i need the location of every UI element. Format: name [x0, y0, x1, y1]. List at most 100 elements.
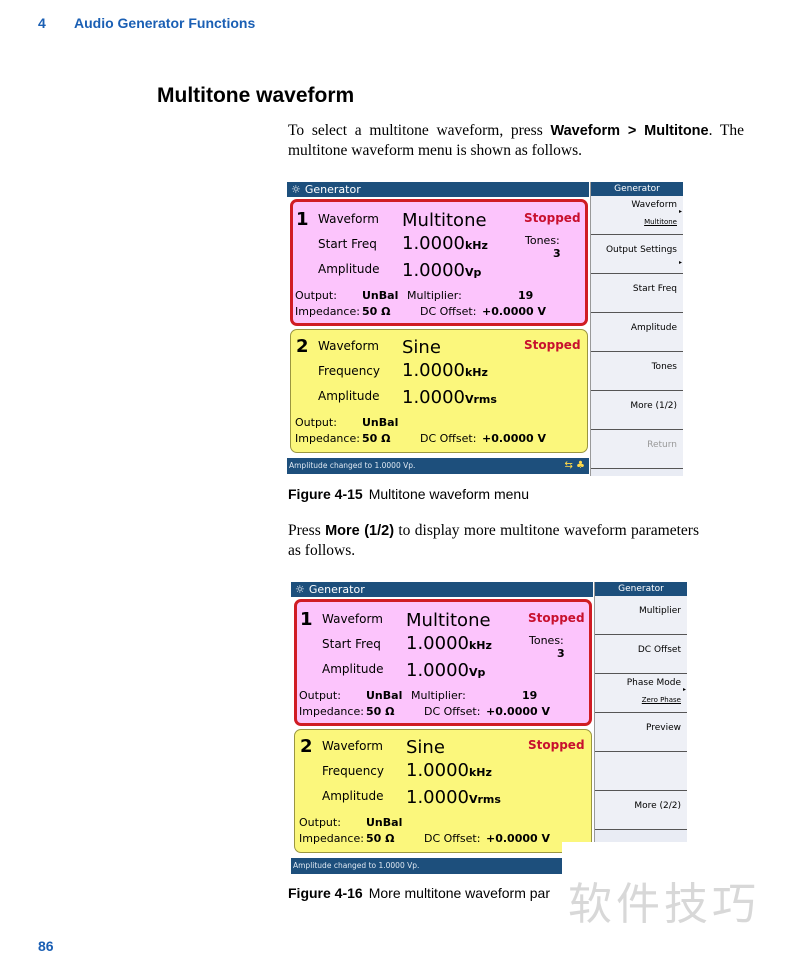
amplitude-value[interactable]: 1.0000Vp — [402, 260, 481, 281]
status-bar: Amplitude changed to 1.0000 Vp. ⇆ ♣ — [287, 458, 589, 474]
amplitude-number: 1.0000 — [406, 787, 469, 808]
amplitude-unit: Vp — [468, 666, 486, 679]
softkey-return[interactable]: Return — [591, 430, 683, 469]
channel-2-panel[interactable]: 2 Waveform Sine Stopped Frequency 1.0000kHz Am… — [290, 329, 588, 453]
waveform-value[interactable]: Sine — [406, 737, 445, 758]
output-value: UnBal — [362, 416, 399, 429]
watermark-box — [562, 842, 800, 960]
freq-label: Frequency — [322, 764, 384, 778]
softkey-amplitude[interactable]: Amplitude — [591, 313, 683, 352]
softkey-tones[interactable]: Tones — [591, 352, 683, 391]
submenu-arrow-icon: ▸ — [682, 686, 686, 693]
softkey-sub-value: Multitone — [644, 218, 677, 226]
softkey-more-1-2[interactable]: More (1/2) — [591, 391, 683, 430]
amplitude-value[interactable]: 1.0000Vrms — [402, 387, 497, 408]
softkey-label: Tones — [651, 362, 677, 372]
softkey-label: Output Settings — [605, 245, 677, 255]
freq-value[interactable]: 1.0000kHz — [402, 360, 488, 381]
softkey-more-2-2[interactable]: More (2/2) — [595, 791, 687, 830]
dc-offset-value: +0.0000 V — [486, 705, 551, 718]
tones-label: Tones: — [529, 634, 564, 647]
usb-lock-icons: ⇆ ♣ — [564, 460, 585, 471]
text: Press — [288, 522, 326, 539]
amplitude-label: Amplitude — [318, 262, 380, 276]
softkey-menu: Generator Multiplier DC Offset Phase Mode Ze… — [594, 582, 687, 876]
page-number: 86 — [38, 938, 54, 954]
output-label: Output: — [299, 816, 341, 829]
softkey-label: Start Freq — [632, 284, 677, 294]
freq-value[interactable]: 1.0000kHz — [406, 760, 492, 781]
status-message: Amplitude changed to 1.0000 Vp. — [293, 861, 420, 870]
amplitude-label: Amplitude — [318, 389, 380, 403]
softkey-label: More (2/2) — [634, 801, 681, 811]
status-message: Amplitude changed to 1.0000 Vp. — [289, 461, 416, 470]
waveform-label: Waveform — [318, 339, 379, 353]
channel-1-panel[interactable]: 1 Waveform Multitone Stopped Start Freq 1.000… — [294, 599, 592, 726]
channel-2-panel[interactable]: 2 Waveform Sine Stopped Frequency 1.0000kHz Am… — [294, 729, 592, 853]
waveform-label: Waveform — [318, 212, 379, 226]
freq-unit: kHz — [468, 639, 492, 652]
softkey-waveform[interactable]: Waveform Multitone ▸ — [591, 196, 683, 235]
softkey-menu: Generator Waveform Multitone ▸ Output Settin… — [590, 182, 683, 476]
softkey-label: Waveform — [631, 200, 677, 210]
waveform-value[interactable]: Multitone — [402, 210, 487, 231]
softkey-label: Amplitude — [630, 323, 677, 333]
chapter-number: 4 — [38, 15, 46, 31]
figure-caption-2: Figure 4-16 More multitone waveform par — [288, 885, 550, 901]
waveform-label: Waveform — [322, 739, 383, 753]
text: to display more multitone waveform param… — [288, 522, 699, 559]
dc-offset-label: DC Offset: — [424, 705, 481, 718]
paragraph-2: Press More (1/2) to display more multito… — [288, 521, 699, 561]
freq-value[interactable]: 1.0000kHz — [402, 233, 488, 254]
tones-value: 3 — [557, 647, 565, 660]
dc-offset-value: +0.0000 V — [482, 432, 547, 445]
softkey-dc-offset[interactable]: DC Offset — [595, 635, 687, 674]
amplitude-unit: Vrms — [464, 393, 497, 406]
softkey-menu-title: Generator — [595, 582, 687, 596]
impedance-value: 50 Ω — [362, 305, 391, 318]
output-value: UnBal — [366, 816, 403, 829]
impedance-label: Impedance: — [295, 305, 360, 318]
screen-title: Generator — [308, 583, 365, 596]
impedance-value: 50 Ω — [366, 705, 395, 718]
title-bar: ☼ Generator — [287, 182, 589, 197]
softkey-multiplier[interactable]: Multiplier — [595, 596, 687, 635]
amplitude-value[interactable]: 1.0000Vrms — [406, 787, 501, 808]
output-label: Output: — [295, 416, 337, 429]
freq-number: 1.0000 — [402, 233, 465, 254]
status-bar: Amplitude changed to 1.0000 Vp. — [291, 858, 593, 874]
dc-offset-value: +0.0000 V — [482, 305, 547, 318]
softkey-label: More (1/2) — [630, 401, 677, 411]
amplitude-number: 1.0000 — [402, 387, 465, 408]
watermark: 软件技巧 — [568, 879, 760, 930]
amplitude-value[interactable]: 1.0000Vp — [406, 660, 485, 681]
generator-icon: ☼ — [291, 183, 301, 196]
amplitude-label: Amplitude — [322, 789, 384, 803]
softkey-output-settings[interactable]: Output Settings ▸ — [591, 235, 683, 274]
softkey-phase-mode[interactable]: Phase Mode Zero Phase ▸ — [595, 674, 687, 713]
impedance-label: Impedance: — [299, 832, 364, 845]
output-value: UnBal — [366, 689, 403, 702]
freq-value[interactable]: 1.0000kHz — [406, 633, 492, 654]
waveform-value[interactable]: Multitone — [406, 610, 491, 631]
output-value: UnBal — [362, 289, 399, 302]
freq-unit: kHz — [464, 366, 488, 379]
waveform-value[interactable]: Sine — [402, 337, 441, 358]
generator-icon: ☼ — [295, 583, 305, 596]
softkey-preview[interactable]: Preview — [595, 713, 687, 752]
dc-offset-label: DC Offset: — [420, 432, 477, 445]
impedance-value: 50 Ω — [362, 432, 391, 445]
title-bar: ☼ Generator — [291, 582, 593, 597]
amplitude-number: 1.0000 — [406, 660, 469, 681]
channel-1-panel[interactable]: 1 Waveform Multitone Stopped Start Freq 1.000… — [290, 199, 588, 326]
text: To select a multitone waveform, press — [288, 122, 551, 139]
paragraph-1: To select a multitone waveform, press Wa… — [288, 121, 744, 161]
softkey-blank[interactable] — [595, 752, 687, 791]
figure-caption-1: Figure 4-15 Multitone waveform menu — [288, 486, 529, 502]
multiplier-label: Multiplier: — [411, 689, 466, 702]
amplitude-unit: Vrms — [468, 793, 501, 806]
waveform-label: Waveform — [322, 612, 383, 626]
freq-unit: kHz — [468, 766, 492, 779]
tones-label: Tones: — [525, 234, 560, 247]
softkey-start-freq[interactable]: Start Freq — [591, 274, 683, 313]
